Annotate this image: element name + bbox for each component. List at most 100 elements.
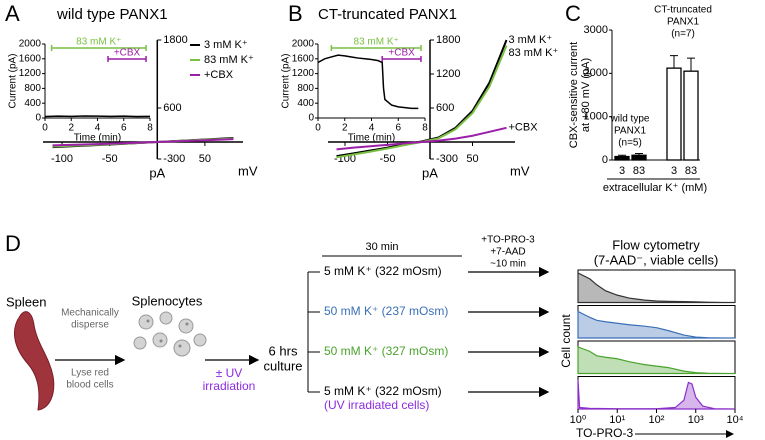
uv-label: ± UV [216,366,243,380]
y-tick-label: 2000 [584,67,608,79]
spleen-icon [13,311,55,411]
x-tick-label: 50 [199,153,211,165]
y-tick-label: 600 [436,102,454,114]
stain-label: ~10 min [490,259,526,270]
y-tick-label: 800 [297,83,314,94]
series-line [44,115,151,118]
bar [683,70,699,161]
splenocytes-icon [133,311,207,357]
series-line [336,126,507,151]
x-tick-label: -100 [51,153,73,165]
group-label: CT-truncated [654,5,712,16]
chart-title: Flow cytometry [612,237,700,252]
culture-label: 6 hrs [269,343,298,358]
x-tick-label: 10² [649,414,665,426]
y-axis-label: Cell count [559,314,573,368]
y-tick-label: 400 [24,98,41,109]
y-tick-label: 1000 [584,111,608,123]
x-tick-label: 10³ [688,414,704,426]
panel-label: D [5,231,21,256]
x-tick-label: 3 [619,165,625,177]
annotation-bar [381,56,422,62]
legend-label: 83 mM K⁺ [204,54,254,66]
series-line [317,54,419,110]
x-axis-label: extracellular K⁺ (mM) [603,182,707,194]
y-tick-label: 2000 [19,39,42,50]
histogram-area [577,310,735,339]
x-tick-label: 8 [422,123,428,134]
uv-label: irradiation [203,379,256,393]
series-line [52,138,234,147]
stain-label: +TO-PRO-3 [481,235,535,246]
histogram-frame [577,269,736,303]
x-tick-label: 3 [671,165,677,177]
x-tick-label: 10¹ [609,414,625,426]
y-axis-label: pA [422,165,438,180]
y-tick-label: 2000 [292,39,315,50]
group-label: PANX1 [667,17,699,28]
group-label: PANX1 [614,126,646,137]
x-axis-label: mV [510,163,530,178]
condition-label: 5 mM K⁺ (322 mOsm) [324,384,442,398]
spleen-label: Spleen [6,294,46,309]
x-tick-label: -50 [380,153,396,165]
x-tick-label: 6 [121,123,127,134]
x-tick-label: 0 [315,123,321,134]
splenocytes-label: Splenocytes [132,293,203,308]
annotation-label: 83 mM K⁺ [76,37,121,48]
condition-label: 50 mM K⁺ (327 mOsm) [324,344,448,358]
annotation-label: +CBX [114,48,141,59]
step-label: disperse [71,320,109,331]
y-tick-label: 1200 [292,68,315,79]
y-tick-label: 1800 [163,34,187,46]
annotation-label: +CBX [388,48,415,59]
x-tick-label: 83 [685,165,697,177]
y-axis-label: CBX-sensitive current [568,42,580,148]
arrows [468,266,550,398]
legend-label: 3 mM K⁺ [204,39,248,51]
y-tick-label: 0 [35,113,41,124]
x-tick-label: 10⁴ [727,414,744,426]
panel-label: C [565,1,581,26]
y-tick-label: 1600 [292,53,315,64]
x-axis-label: Time (min) [74,133,121,144]
y-tick-label: 600 [163,102,181,114]
bar [666,67,682,161]
y-tick-label: 800 [24,83,41,94]
x-axis-label: mV [238,163,258,178]
annotation-bar [107,56,147,62]
annotation-bar [50,45,147,51]
stain-label: +7-AAD [490,247,525,258]
cell-nuclei [146,319,189,348]
x-tick-label: 0 [42,123,48,134]
bar [631,154,647,161]
bracket [307,255,462,393]
y-axis-label: at +80 mV (pA) [580,58,592,132]
panel-label: B [288,1,303,26]
condition-label: 50 mM K⁺ (237 mOsm) [324,304,448,318]
y-axis-label: Current (pA) [8,53,19,108]
x-tick-label: 2 [68,123,74,134]
x-tick-label: 50 [466,153,478,165]
y-tick-label: 1800 [436,34,460,46]
error-bar [670,55,678,69]
y-tick-label: -300 [436,153,458,165]
chart-title: wild type PANX1 [56,6,168,23]
chart-title: CT-truncated PANX1 [318,6,457,23]
x-tick-label: 6 [395,123,401,134]
step-label: Mechanically [61,308,119,319]
x-axis-label: Time (min) [348,133,395,144]
x-axis-label: TO-PRO-3 [576,426,633,440]
x-tick-label: -50 [102,153,118,165]
histogram-frame [577,376,736,410]
y-axis-label: pA [149,165,165,180]
uv-note: (UV irradiated cells) [324,398,429,412]
x-tick-label: 4 [95,123,101,134]
y-tick-label: 400 [297,98,314,109]
group-label: (n=7) [671,29,695,40]
error-bar [687,57,695,72]
legend-label: +CBX [204,69,234,81]
chart-subtitle: (7-AAD⁻, viable cells) [594,252,719,267]
y-tick-label: 1200 [436,68,460,80]
